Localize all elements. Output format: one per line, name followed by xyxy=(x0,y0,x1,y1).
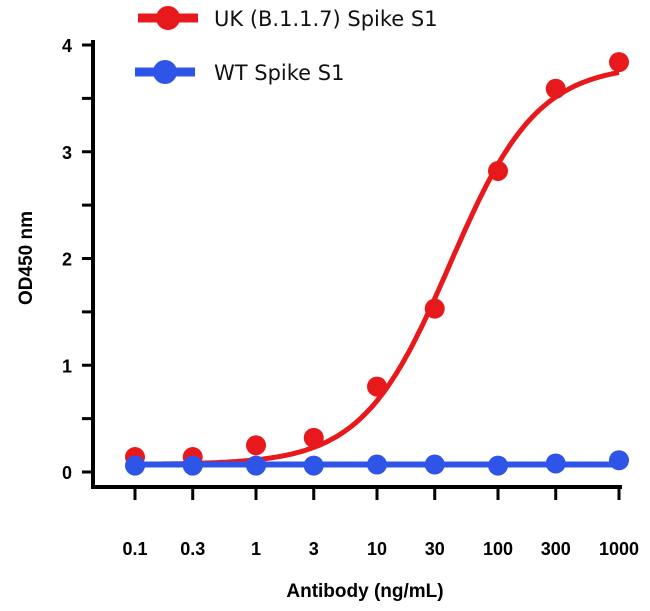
uk-data-point xyxy=(545,78,566,99)
wt-data-point xyxy=(487,455,508,476)
wt-data-point xyxy=(125,455,145,476)
wt-data-point xyxy=(303,455,324,476)
uk-data-point xyxy=(303,427,324,448)
x-axis-label: Antibody (ng/mL) xyxy=(286,581,443,602)
uk-data-point xyxy=(245,435,266,456)
x-tick-label: 1000 xyxy=(599,539,639,559)
y-axis-label: OD450 nm xyxy=(16,211,37,305)
y-tick-label: 2 xyxy=(62,250,72,270)
legend-item-uk: UK (B.1.1.7) Spike S1 xyxy=(138,6,438,31)
uk-fit-curve xyxy=(135,70,620,467)
y-tick-label: 0 xyxy=(62,463,72,483)
wt-data-point xyxy=(366,454,387,475)
x-tick-label: 100 xyxy=(483,539,513,559)
wt-data-point xyxy=(545,453,566,474)
legend-label-uk: UK (B.1.1.7) Spike S1 xyxy=(214,7,438,31)
y-tick-label: 1 xyxy=(62,356,72,376)
uk-data-point xyxy=(608,52,629,73)
legend-label-wt: WT Spike S1 xyxy=(214,61,344,85)
x-tick-label: 10 xyxy=(367,539,387,559)
legend-marker-uk xyxy=(156,6,180,30)
x-tick-label: 1 xyxy=(251,539,261,559)
wt-data-point xyxy=(245,455,266,476)
legend: UK (B.1.1.7) Spike S1 WT Spike S1 xyxy=(135,6,438,85)
legend-item-wt: WT Spike S1 xyxy=(135,60,344,85)
x-tick-label: 3 xyxy=(309,539,319,559)
x-tick-label: 30 xyxy=(425,539,445,559)
uk-data-point xyxy=(424,298,445,319)
uk-data-point xyxy=(366,376,387,397)
legend-marker-wt xyxy=(153,60,177,84)
y-tick-label: 3 xyxy=(62,143,72,163)
x-tick-label: 300 xyxy=(541,539,571,559)
uk-data-point xyxy=(487,160,508,181)
y-tick-label: 4 xyxy=(62,36,72,56)
x-tick-label: 0.3 xyxy=(180,539,205,559)
wt-data-point xyxy=(608,450,629,471)
wt-data-point xyxy=(182,455,203,476)
x-tick-label: 0.1 xyxy=(122,539,147,559)
wt-data-point xyxy=(424,454,445,475)
